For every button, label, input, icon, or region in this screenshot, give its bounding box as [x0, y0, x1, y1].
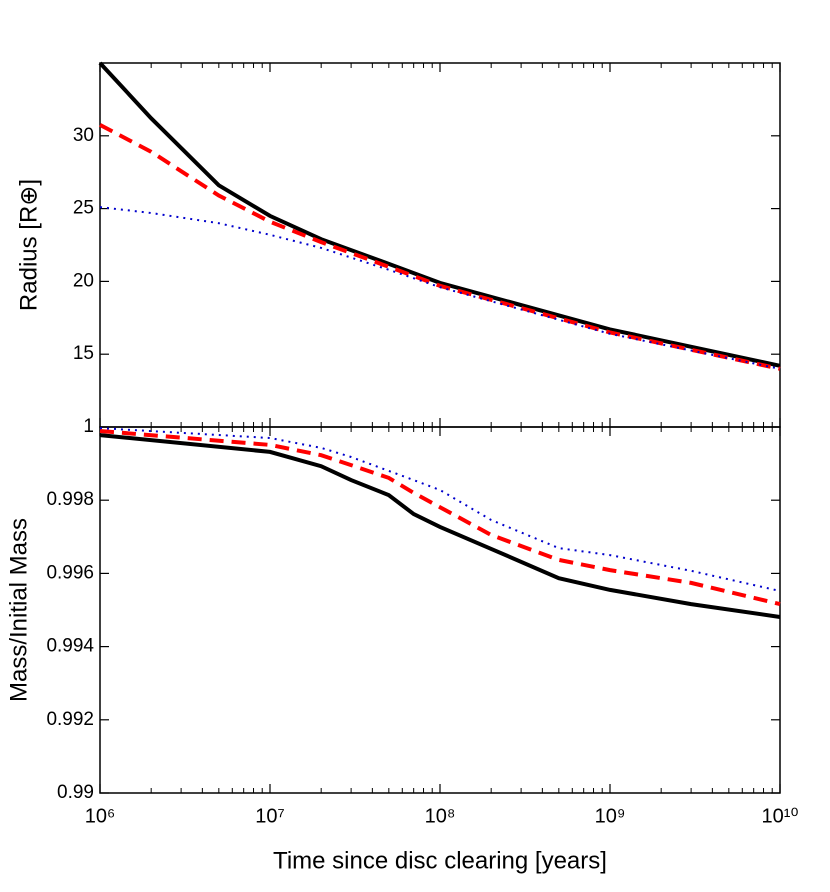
x-tick-label: 10⁸ [425, 805, 456, 827]
x-axis-label: Time since disc clearing [years] [273, 847, 607, 874]
y-tick-label: 1 [83, 416, 94, 437]
y-axis-label: Mass/Initial Mass [5, 518, 32, 702]
y-tick-label: 0.992 [46, 709, 94, 730]
series-line [99, 123, 781, 371]
x-tick-label: 10⁹ [595, 805, 626, 827]
y-tick-label: 25 [73, 198, 94, 219]
y-tick-label: 20 [73, 270, 94, 291]
y-tick-label: 0.996 [46, 562, 94, 583]
y-tick-label: 0.99 [57, 782, 94, 803]
series-line [99, 206, 781, 370]
series-line [98, 61, 781, 368]
series-line [99, 427, 781, 592]
series-line [99, 429, 781, 607]
y-tick-label: 0.998 [46, 489, 94, 510]
y-tick-label: 15 [73, 343, 94, 364]
y-axis-label: Radius [R⊕] [15, 179, 42, 311]
plot-frame [99, 62, 781, 428]
y-tick-label: 0.994 [46, 636, 94, 657]
x-tick-label: 10⁶ [85, 805, 115, 827]
series-line [99, 433, 781, 619]
plot-frame [99, 426, 781, 794]
x-tick-label: 10¹⁰ [762, 805, 799, 827]
x-tick-label: 10⁷ [255, 805, 284, 827]
y-tick-label: 30 [73, 125, 94, 146]
